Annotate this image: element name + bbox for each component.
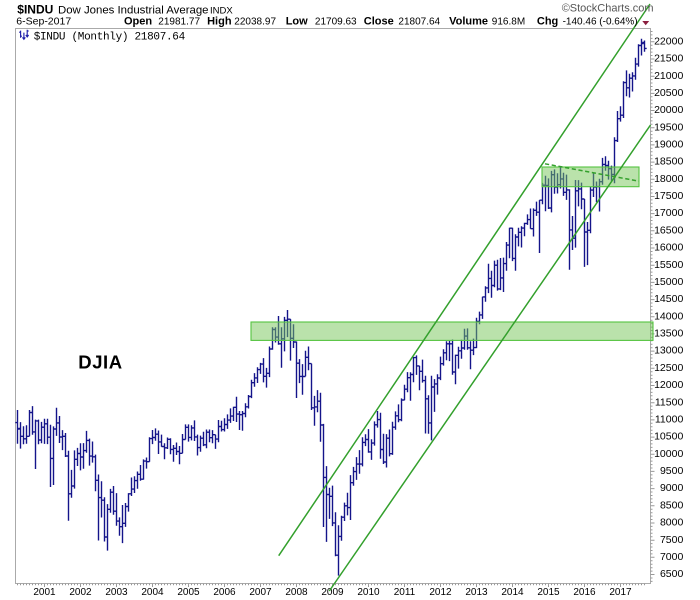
svg-text:15500: 15500 <box>654 259 683 271</box>
svg-text:2004: 2004 <box>141 587 164 598</box>
svg-text:6500: 6500 <box>660 568 684 580</box>
svg-text:$INDU: $INDU <box>17 2 53 16</box>
svg-text:17000: 17000 <box>654 207 683 219</box>
svg-text:18500: 18500 <box>654 156 683 168</box>
svg-text:15000: 15000 <box>654 276 683 288</box>
svg-text:Chg: Chg <box>537 16 558 28</box>
svg-text:21500: 21500 <box>654 53 683 65</box>
svg-text:High: High <box>207 16 232 28</box>
svg-text:20500: 20500 <box>654 87 683 99</box>
svg-text:916.8M: 916.8M <box>492 17 525 28</box>
svg-text:Dow Jones Industrial Average: Dow Jones Industrial Average <box>58 4 209 16</box>
svg-text:2014: 2014 <box>501 587 524 598</box>
svg-text:DJIA: DJIA <box>78 352 122 373</box>
svg-text:2013: 2013 <box>465 587 488 598</box>
svg-text:2015: 2015 <box>537 587 560 598</box>
svg-text:Close: Close <box>364 16 394 28</box>
svg-text:2003: 2003 <box>105 587 128 598</box>
svg-text:22000: 22000 <box>654 35 683 47</box>
svg-text:13500: 13500 <box>654 328 683 340</box>
svg-text:12000: 12000 <box>654 379 683 391</box>
svg-text:2001: 2001 <box>33 587 56 598</box>
svg-text:8500: 8500 <box>660 499 684 511</box>
svg-text:2002: 2002 <box>69 587 92 598</box>
svg-text:$INDU (Monthly) 21807.64: $INDU (Monthly) 21807.64 <box>34 32 186 44</box>
svg-text:©StockCharts.com: ©StockCharts.com <box>562 3 654 15</box>
svg-text:2008: 2008 <box>285 587 308 598</box>
svg-text:11500: 11500 <box>655 396 684 408</box>
svg-text:2017: 2017 <box>609 587 632 598</box>
svg-text:20000: 20000 <box>654 104 683 116</box>
svg-text:2007: 2007 <box>249 587 272 598</box>
svg-text:2009: 2009 <box>321 587 344 598</box>
svg-text:2016: 2016 <box>573 587 596 598</box>
svg-text:12500: 12500 <box>654 362 683 374</box>
svg-text:6-Sep-2017: 6-Sep-2017 <box>16 16 71 28</box>
svg-text:18000: 18000 <box>654 173 683 185</box>
svg-text:10500: 10500 <box>654 431 683 443</box>
svg-text:21709.63: 21709.63 <box>315 17 357 28</box>
svg-text:7500: 7500 <box>660 534 684 546</box>
svg-text:2006: 2006 <box>213 587 236 598</box>
svg-text:14500: 14500 <box>654 293 683 305</box>
svg-text:21000: 21000 <box>654 70 683 82</box>
svg-text:-140.46 (-0.64%): -140.46 (-0.64%) <box>563 17 638 28</box>
svg-text:11000: 11000 <box>655 414 684 426</box>
svg-text:INDX: INDX <box>210 5 233 16</box>
svg-text:2011: 2011 <box>394 587 416 598</box>
svg-text:13000: 13000 <box>654 345 683 357</box>
svg-text:14000: 14000 <box>654 310 683 322</box>
svg-text:Low: Low <box>286 16 308 28</box>
svg-text:2010: 2010 <box>357 587 380 598</box>
svg-text:16000: 16000 <box>654 242 683 254</box>
svg-text:8000: 8000 <box>660 517 684 529</box>
svg-text:17500: 17500 <box>654 190 683 202</box>
svg-text:9000: 9000 <box>660 482 684 494</box>
svg-text:16500: 16500 <box>654 224 683 236</box>
svg-text:7000: 7000 <box>660 551 684 563</box>
svg-text:Open: Open <box>124 16 152 28</box>
svg-text:19500: 19500 <box>654 121 683 133</box>
svg-text:22038.97: 22038.97 <box>234 17 276 28</box>
svg-text:Volume: Volume <box>449 16 488 28</box>
svg-text:19000: 19000 <box>654 139 683 151</box>
svg-text:21981.77: 21981.77 <box>158 17 200 28</box>
svg-text:2012: 2012 <box>429 587 452 598</box>
svg-text:21807.64: 21807.64 <box>398 17 440 28</box>
svg-text:9500: 9500 <box>660 465 684 477</box>
svg-text:10000: 10000 <box>654 448 683 460</box>
svg-text:2005: 2005 <box>177 587 200 598</box>
